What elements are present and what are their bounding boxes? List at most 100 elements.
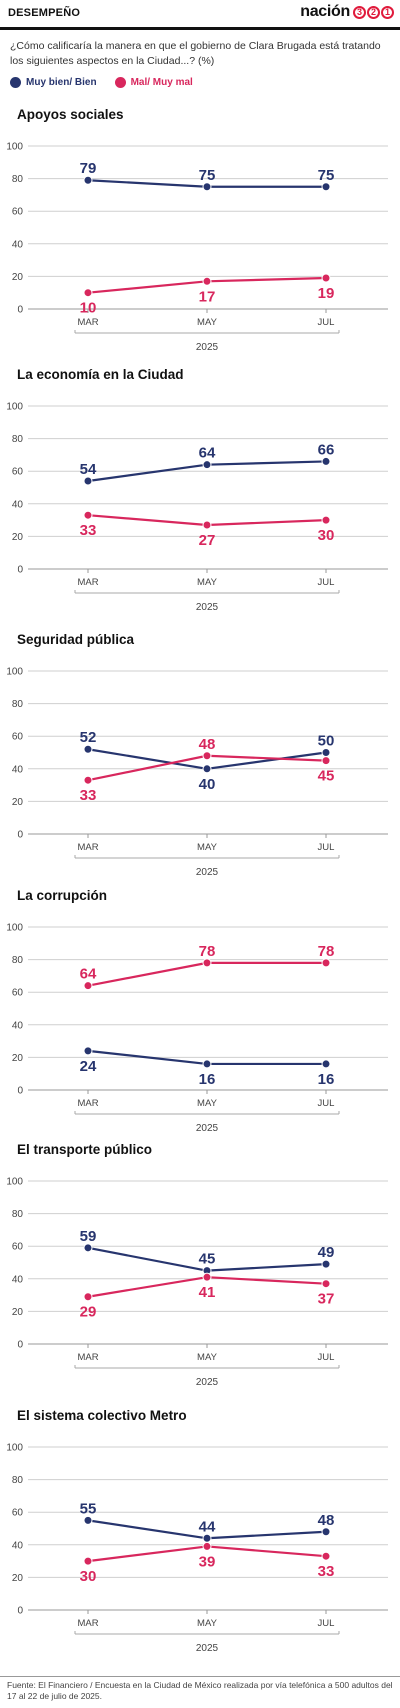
data-label: 29 [80,1304,97,1321]
data-point-bad [321,1279,331,1289]
x-tick-label: JUL [318,1618,335,1629]
y-tick-label: 100 [6,402,23,413]
data-point-bad [83,510,93,520]
chart-title: El sistema colectivo Metro [17,1408,187,1423]
y-tick-label: 80 [12,1475,24,1486]
data-label: 75 [199,167,216,184]
data-label: 16 [318,1071,335,1088]
legend-dot-icon [114,77,126,88]
data-point-good [83,744,93,754]
data-label: 19 [318,285,335,302]
data-point-good [83,1243,93,1253]
legend-item-bad: Mal/ Muy mal [114,77,193,88]
x-tick-label: JUL [318,1098,335,1109]
data-label: 33 [80,787,97,804]
y-tick-label: 60 [12,207,24,218]
data-label: 79 [80,160,97,177]
x-group-label: 2025 [196,1643,219,1654]
data-label: 17 [199,288,216,305]
x-tick-label: MAY [197,317,218,328]
data-point-good [202,460,212,470]
x-tick-label: MAY [197,577,218,588]
data-point-good [83,1515,93,1525]
chart-title: Apoyos sociales [17,107,124,122]
data-label: 27 [199,532,216,549]
y-tick-label: 20 [12,1053,24,1064]
x-tick-label: MAR [77,317,98,328]
data-point-bad [321,515,331,525]
data-label: 59 [80,1228,97,1245]
legend-label: Muy bien/ Bien [26,77,97,88]
data-label: 41 [199,1284,216,1301]
data-label: 55 [80,1500,97,1517]
y-tick-label: 60 [12,988,24,999]
data-point-good [202,1059,212,1069]
y-tick-label: 0 [17,830,23,841]
data-point-bad [83,981,93,991]
chart-title: La economía en la Ciudad [17,367,184,382]
y-tick-label: 80 [12,174,24,185]
legend-label: Mal/ Muy mal [130,77,193,88]
x-group-label: 2025 [196,602,219,613]
y-tick-label: 40 [12,764,24,775]
legend-dot-icon [10,77,21,88]
x-tick-label: JUL [318,317,335,328]
data-label: 75 [318,167,335,184]
data-label: 33 [80,522,97,539]
y-tick-label: 0 [17,1086,23,1097]
y-tick-label: 40 [12,239,24,250]
y-tick-label: 40 [12,1274,24,1285]
nacion321-logo[interactable]: nación 3 2 1 [300,3,394,21]
y-tick-label: 80 [12,434,24,445]
data-label: 33 [318,1563,335,1580]
y-tick-label: 40 [12,1540,24,1551]
data-point-good [321,1059,331,1069]
data-point-good [321,1259,331,1269]
x-tick-label: JUL [318,1352,335,1363]
y-tick-label: 100 [6,1443,23,1454]
data-label: 49 [318,1244,335,1261]
data-point-bad [83,288,93,298]
x-group-label: 2025 [196,1123,219,1134]
data-point-bad [202,520,212,530]
x-tick-label: MAR [77,842,98,853]
data-point-bad [202,751,212,761]
y-tick-label: 20 [12,1307,24,1318]
data-label: 52 [80,729,97,746]
data-point-bad [321,958,331,968]
y-tick-label: 60 [12,1242,24,1253]
data-point-bad [83,1292,93,1302]
data-point-bad [321,273,331,283]
x-tick-label: MAY [197,1098,218,1109]
data-point-bad [202,958,212,968]
y-tick-label: 100 [6,667,23,678]
section-label: DESEMPEÑO [8,7,81,19]
data-point-bad [202,1272,212,1282]
y-tick-label: 40 [12,1020,24,1031]
data-point-good [83,476,93,486]
y-tick-label: 20 [12,272,24,283]
data-label: 30 [80,1568,97,1585]
data-point-good [202,764,212,774]
y-tick-label: 60 [12,1508,24,1519]
y-tick-label: 100 [6,1177,23,1188]
chart-legend: Muy bien/ Bien Mal/ Muy mal [10,77,211,88]
data-label: 30 [318,527,335,544]
data-label: 78 [318,943,335,960]
x-tick-label: JUL [318,577,335,588]
data-label: 48 [199,736,216,753]
chart-title: El transporte público [17,1142,152,1157]
data-point-good [83,1046,93,1056]
x-tick-label: MAY [197,1352,218,1363]
y-tick-label: 100 [6,142,23,153]
data-point-bad [83,1556,93,1566]
logo-digit: 1 [381,5,394,19]
footer-source: Fuente: El Financiero / Encuesta en la C… [7,1680,393,1701]
y-tick-label: 20 [12,532,24,543]
data-point-good [202,182,212,192]
x-group-label: 2025 [196,867,219,878]
legend-item-good: Muy bien/ Bien [10,77,97,88]
x-tick-label: MAR [77,1352,98,1363]
y-tick-label: 0 [17,1340,23,1351]
